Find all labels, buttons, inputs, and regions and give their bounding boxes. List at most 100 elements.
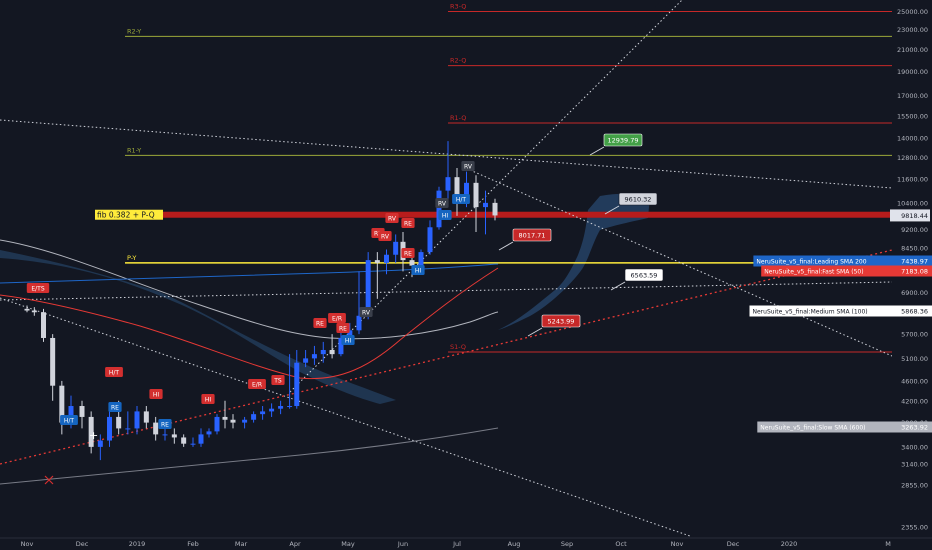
y-tick-label: 6900.00 xyxy=(901,289,928,297)
cloud-upper xyxy=(498,193,650,330)
indicator-value: 7183.08 xyxy=(901,268,928,276)
price-callout-text: 8017.71 xyxy=(519,232,546,240)
indicator-tag-label: NeruSuite_v5_final:Medium SMA (100) xyxy=(753,309,868,316)
candle-body xyxy=(97,440,103,447)
signal-badge xyxy=(336,323,350,333)
candle-body xyxy=(171,434,177,438)
indicator-tag-label: NeruSuite_v5_final:Leading SMA 200 xyxy=(756,259,866,266)
candle-body xyxy=(24,308,30,311)
candle-body xyxy=(198,434,204,444)
signal-badge xyxy=(248,379,266,389)
x-tick-label: Nov xyxy=(21,540,34,548)
candle-body xyxy=(143,411,149,423)
signal-label: E/R xyxy=(332,316,342,323)
x-tick-label: Mar xyxy=(235,540,248,548)
x-tick-label: Jun xyxy=(397,540,408,548)
indicator-tag-bg xyxy=(753,255,892,267)
y-tick-label: 12800.00 xyxy=(897,154,928,162)
candle-body xyxy=(384,254,389,263)
signal-badge xyxy=(60,415,78,425)
signal-label: RE xyxy=(339,326,347,333)
candle-body xyxy=(278,406,284,409)
x-tick-label: Apr xyxy=(289,540,301,548)
signal-badge xyxy=(271,375,285,385)
y-tick-label: 21000.00 xyxy=(897,46,928,54)
signal-badge xyxy=(461,161,475,171)
candle-body xyxy=(88,416,94,447)
candle-body xyxy=(287,406,293,408)
candle-body xyxy=(436,190,442,228)
x-tick-label: May xyxy=(341,540,355,548)
signal-badge xyxy=(328,313,346,323)
price-callout-box xyxy=(624,268,664,282)
signal-label: H/T xyxy=(64,418,75,425)
signal-label: RV xyxy=(438,201,447,208)
signal-label: E/R xyxy=(252,382,262,389)
signal-label: H/T xyxy=(456,197,467,204)
candle-body xyxy=(454,177,460,195)
candle-body xyxy=(162,434,168,436)
signal-label: HI xyxy=(415,268,422,275)
candle-body xyxy=(311,354,317,359)
candle-body xyxy=(464,182,469,195)
trendline-horizontal xyxy=(0,281,893,301)
signal-label: RE xyxy=(111,405,119,412)
x-tick-label: Dec xyxy=(727,540,740,548)
price-callout-box xyxy=(541,314,581,328)
candle-body xyxy=(269,408,275,412)
indicator-value: 5868.36 xyxy=(901,308,928,316)
y-tick-label: 19000.00 xyxy=(897,68,928,76)
y-tick-label: 10400.00 xyxy=(897,199,928,207)
pivot-label-r2-q: R2-Q xyxy=(450,57,466,65)
cross-marker-icon xyxy=(44,475,54,485)
candle-body xyxy=(365,260,371,316)
x-tick-label: 2019 xyxy=(129,540,146,548)
callout-pointer xyxy=(610,281,626,291)
indicator-tag-bg xyxy=(761,265,892,277)
trendline-descending xyxy=(0,297,691,537)
x-tick-label: Oct xyxy=(615,540,627,548)
y-tick-label: 2855.00 xyxy=(901,482,928,490)
pivot-label-r1-y: R1-Y xyxy=(127,146,141,154)
indicator-tag-bg xyxy=(757,421,892,433)
x-tick-label: Nov xyxy=(671,540,684,548)
signal-label: RE xyxy=(316,321,324,328)
candle-body xyxy=(356,315,362,331)
signal-label: HI xyxy=(205,397,212,404)
x-tick-label: Jul xyxy=(452,540,461,548)
candle-body xyxy=(473,182,479,208)
price-callout-box xyxy=(618,192,658,206)
candle-body xyxy=(303,358,309,363)
y-tick-label: 15500.00 xyxy=(897,112,928,120)
y-tick-label: 11600.00 xyxy=(897,176,928,184)
signal-badge xyxy=(359,307,373,317)
x-tick-label: 2020 xyxy=(781,540,798,548)
candle-body xyxy=(107,416,112,441)
x-tick-label: M xyxy=(885,540,891,548)
plus-marker-icon: + xyxy=(89,429,98,442)
pivot-label-p-y: P-Y xyxy=(127,254,136,262)
signal-label: TS xyxy=(273,378,282,385)
candle-body xyxy=(393,241,399,255)
signal-label: RE xyxy=(404,251,412,258)
signal-badge xyxy=(313,318,327,328)
indicator-value-bg xyxy=(892,421,932,433)
sma-fast-50-line xyxy=(0,267,499,380)
signal-label: RV xyxy=(388,216,397,223)
indicator-value-bg xyxy=(892,305,932,317)
fib-pivot-label: fib 0.382 + P-Q xyxy=(97,211,155,220)
candle-body xyxy=(41,312,46,338)
candle-body xyxy=(427,227,433,253)
y-tick-label: 4200.00 xyxy=(901,397,928,405)
candle-body xyxy=(320,349,326,355)
candle-body xyxy=(445,177,451,191)
signal-badge xyxy=(411,265,425,275)
signal-badge xyxy=(401,248,415,258)
candle-body xyxy=(242,419,248,423)
x-tick-label: Sep xyxy=(561,540,573,548)
x-tick-label: Aug xyxy=(508,540,521,548)
signal-label: RE xyxy=(404,221,412,228)
candle-body xyxy=(190,443,196,445)
candle-body xyxy=(68,406,74,423)
